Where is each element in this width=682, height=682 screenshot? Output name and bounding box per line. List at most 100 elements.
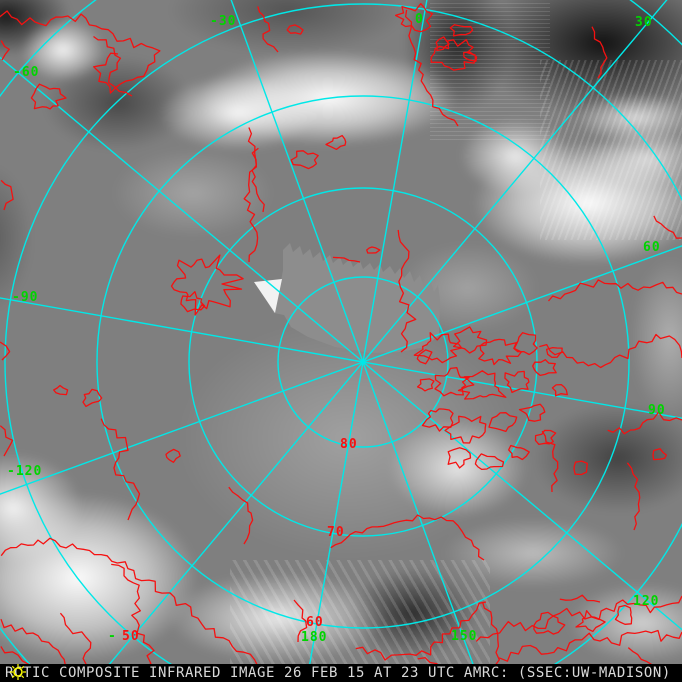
meridian-line--180 <box>305 361 364 682</box>
caption-bar: RCTIC COMPOSITE INFRARED IMAGE 26 FEB 15… <box>0 664 682 682</box>
coastline-segment-3 <box>257 6 279 53</box>
coastline-segment-31 <box>100 418 141 521</box>
island-outline-37 <box>533 611 566 635</box>
island-outline-5 <box>394 3 434 33</box>
island-outline-26 <box>534 429 557 446</box>
latitude-label-50: 50 <box>122 629 140 644</box>
coastline-segment-34 <box>0 341 11 361</box>
longitude-label-120: 120 <box>633 594 660 609</box>
island-outline-17 <box>504 370 530 394</box>
meridian-line--30 <box>230 0 364 363</box>
coastline-segment-9 <box>332 256 361 263</box>
island-outline-16 <box>457 370 507 400</box>
coastline-segment-33 <box>0 425 14 457</box>
meridian-line-120 <box>362 361 682 631</box>
island-outline-38 <box>575 610 606 633</box>
coastline-segment-11 <box>539 333 682 369</box>
meridian-line--90 <box>0 297 364 363</box>
island-outline-25 <box>508 444 530 461</box>
coastline-segment-7 <box>404 9 459 127</box>
caption-text: RCTIC COMPOSITE INFRARED IMAGE 26 FEB 15… <box>5 665 671 681</box>
latitude-circle-60 <box>96 95 630 629</box>
longitude-label-90: 90 <box>648 403 666 418</box>
coastline-segment-26 <box>0 537 269 682</box>
island-outline-15 <box>434 367 470 397</box>
island-outline-13 <box>478 338 522 366</box>
coastline-segment-25 <box>330 514 485 561</box>
island-outline-9 <box>449 24 474 37</box>
island-outline-28 <box>416 349 433 365</box>
meridian-line-60 <box>362 245 682 363</box>
coastline-segment-15 <box>653 215 682 239</box>
coastline-segment-22 <box>355 601 487 661</box>
island-outline-14 <box>513 332 538 356</box>
latitude-label-60: 60 <box>306 615 324 630</box>
coastline-segment-28 <box>59 612 92 671</box>
island-outline-30 <box>551 383 568 397</box>
longitude-label-60: 60 <box>643 240 661 255</box>
island-outline-35 <box>53 384 69 396</box>
island-outline-39 <box>614 604 633 625</box>
meridian-line-150 <box>362 361 481 682</box>
coastline-segment-10 <box>548 279 682 302</box>
island-outline-29 <box>545 346 563 358</box>
coastline-segment-1 <box>93 35 133 97</box>
coastline-segment-12 <box>607 411 682 435</box>
island-outline-11 <box>413 332 463 364</box>
longitude-label-150: 150 <box>451 629 478 644</box>
longitude-label-30: 30 <box>635 15 653 30</box>
island-outline-32 <box>652 448 668 461</box>
meridian-line-0 <box>362 0 428 363</box>
coastline-segment-6 <box>251 147 265 213</box>
island-outline-19 <box>421 408 454 432</box>
longitude-label--: - <box>108 629 117 644</box>
longitude-label--60: -60 <box>13 65 40 80</box>
latitude-label-70: 70 <box>327 525 345 540</box>
sun-station-marker-icon <box>10 664 26 680</box>
island-outline-20 <box>444 415 487 444</box>
coastline-segment-14 <box>626 462 641 531</box>
coastline-segment-13 <box>541 430 559 493</box>
coastline-segment-19 <box>559 594 601 603</box>
island-outline-2 <box>180 291 206 313</box>
island-outline-12 <box>452 326 488 354</box>
meridian-line-90 <box>362 361 682 419</box>
island-outline-33 <box>82 388 103 408</box>
island-outline-4 <box>325 134 347 151</box>
island-outline-22 <box>518 403 546 422</box>
island-outline-23 <box>447 447 472 469</box>
island-outline-0 <box>30 83 67 110</box>
coastline-segment-8 <box>397 229 417 353</box>
latitude-label-80: 80 <box>340 437 358 452</box>
island-outline-8 <box>430 39 477 71</box>
island-outline-34 <box>165 448 181 463</box>
meridian-line--60 <box>0 56 364 363</box>
longitude-label-180: 180 <box>301 630 328 645</box>
meridian-line--120 <box>0 361 364 495</box>
coastline-segment-4 <box>0 179 14 211</box>
longitude-label--90: -90 <box>12 290 39 305</box>
coastline-segment-27 <box>111 563 155 677</box>
meridian-line--150 <box>93 361 364 682</box>
coastline-segment-32 <box>228 486 254 545</box>
longitude-label--30: -30 <box>210 14 237 29</box>
longitude-label-0: 0 <box>415 12 424 27</box>
island-outline-3 <box>290 150 319 170</box>
coastline-segment-17 <box>475 595 682 642</box>
coastline-segment-5 <box>243 127 259 263</box>
coastline-segment-0 <box>0 10 161 94</box>
coastline-segment-2 <box>0 40 10 61</box>
island-outline-10 <box>366 246 381 254</box>
coastline-segment-21 <box>293 599 308 643</box>
latitude-circle-80 <box>277 276 449 448</box>
island-outline-24 <box>474 453 505 471</box>
island-outline-36 <box>286 24 304 35</box>
meridian-line-30 <box>362 0 668 363</box>
latitude-circle-50 <box>4 3 682 682</box>
coastline-segment-16 <box>591 26 608 79</box>
island-outline-21 <box>488 412 518 433</box>
island-outline-1 <box>170 254 244 316</box>
